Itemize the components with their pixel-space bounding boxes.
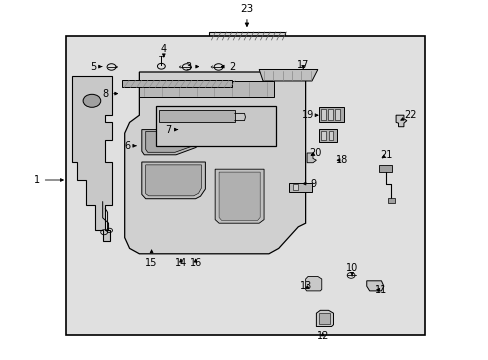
Text: 13: 13 bbox=[299, 281, 311, 291]
Text: 8: 8 bbox=[102, 89, 117, 99]
Polygon shape bbox=[142, 130, 205, 155]
Text: 1: 1 bbox=[34, 175, 63, 185]
Text: 18: 18 bbox=[335, 155, 348, 165]
Bar bbox=[320, 109, 325, 120]
Text: 4: 4 bbox=[161, 44, 166, 57]
Polygon shape bbox=[219, 172, 260, 220]
Bar bbox=[387, 198, 394, 203]
Bar bbox=[321, 131, 325, 140]
Polygon shape bbox=[142, 162, 205, 199]
Bar bbox=[139, 81, 273, 97]
Polygon shape bbox=[72, 76, 112, 241]
Text: 22: 22 bbox=[400, 110, 416, 120]
Polygon shape bbox=[145, 131, 201, 152]
Polygon shape bbox=[316, 310, 333, 327]
Text: 7: 7 bbox=[165, 125, 177, 135]
Bar bbox=[288, 183, 311, 192]
Text: 3: 3 bbox=[185, 62, 198, 72]
Text: 15: 15 bbox=[145, 250, 158, 268]
Text: 11: 11 bbox=[374, 285, 387, 295]
Bar bbox=[156, 106, 276, 146]
Bar bbox=[318, 313, 329, 324]
Bar bbox=[159, 110, 234, 122]
Circle shape bbox=[83, 94, 101, 107]
Text: 23: 23 bbox=[240, 4, 253, 26]
Bar bbox=[122, 80, 232, 87]
Text: 10: 10 bbox=[345, 263, 358, 276]
Bar bbox=[327, 109, 332, 120]
Text: 2: 2 bbox=[221, 62, 235, 72]
Bar bbox=[328, 131, 333, 140]
Text: 6: 6 bbox=[124, 141, 136, 151]
Polygon shape bbox=[395, 115, 406, 127]
Text: 21: 21 bbox=[379, 150, 392, 160]
Bar bbox=[335, 109, 340, 120]
Text: 9: 9 bbox=[303, 179, 315, 189]
Polygon shape bbox=[306, 153, 316, 163]
Bar bbox=[293, 184, 298, 190]
Bar bbox=[318, 129, 337, 142]
Polygon shape bbox=[366, 281, 383, 291]
Polygon shape bbox=[215, 169, 264, 223]
Bar bbox=[66, 36, 425, 335]
Bar bbox=[379, 165, 391, 172]
Text: 17: 17 bbox=[296, 60, 309, 70]
Polygon shape bbox=[305, 276, 321, 291]
Text: 19: 19 bbox=[301, 110, 317, 120]
Text: 5: 5 bbox=[90, 62, 102, 72]
Text: 20: 20 bbox=[308, 148, 321, 158]
Polygon shape bbox=[259, 69, 317, 81]
Text: 16: 16 bbox=[189, 258, 202, 268]
Text: 12: 12 bbox=[316, 330, 328, 341]
Polygon shape bbox=[145, 165, 201, 196]
Text: 14: 14 bbox=[174, 258, 187, 268]
Polygon shape bbox=[124, 72, 305, 254]
FancyBboxPatch shape bbox=[209, 32, 284, 40]
Bar bbox=[318, 107, 344, 122]
